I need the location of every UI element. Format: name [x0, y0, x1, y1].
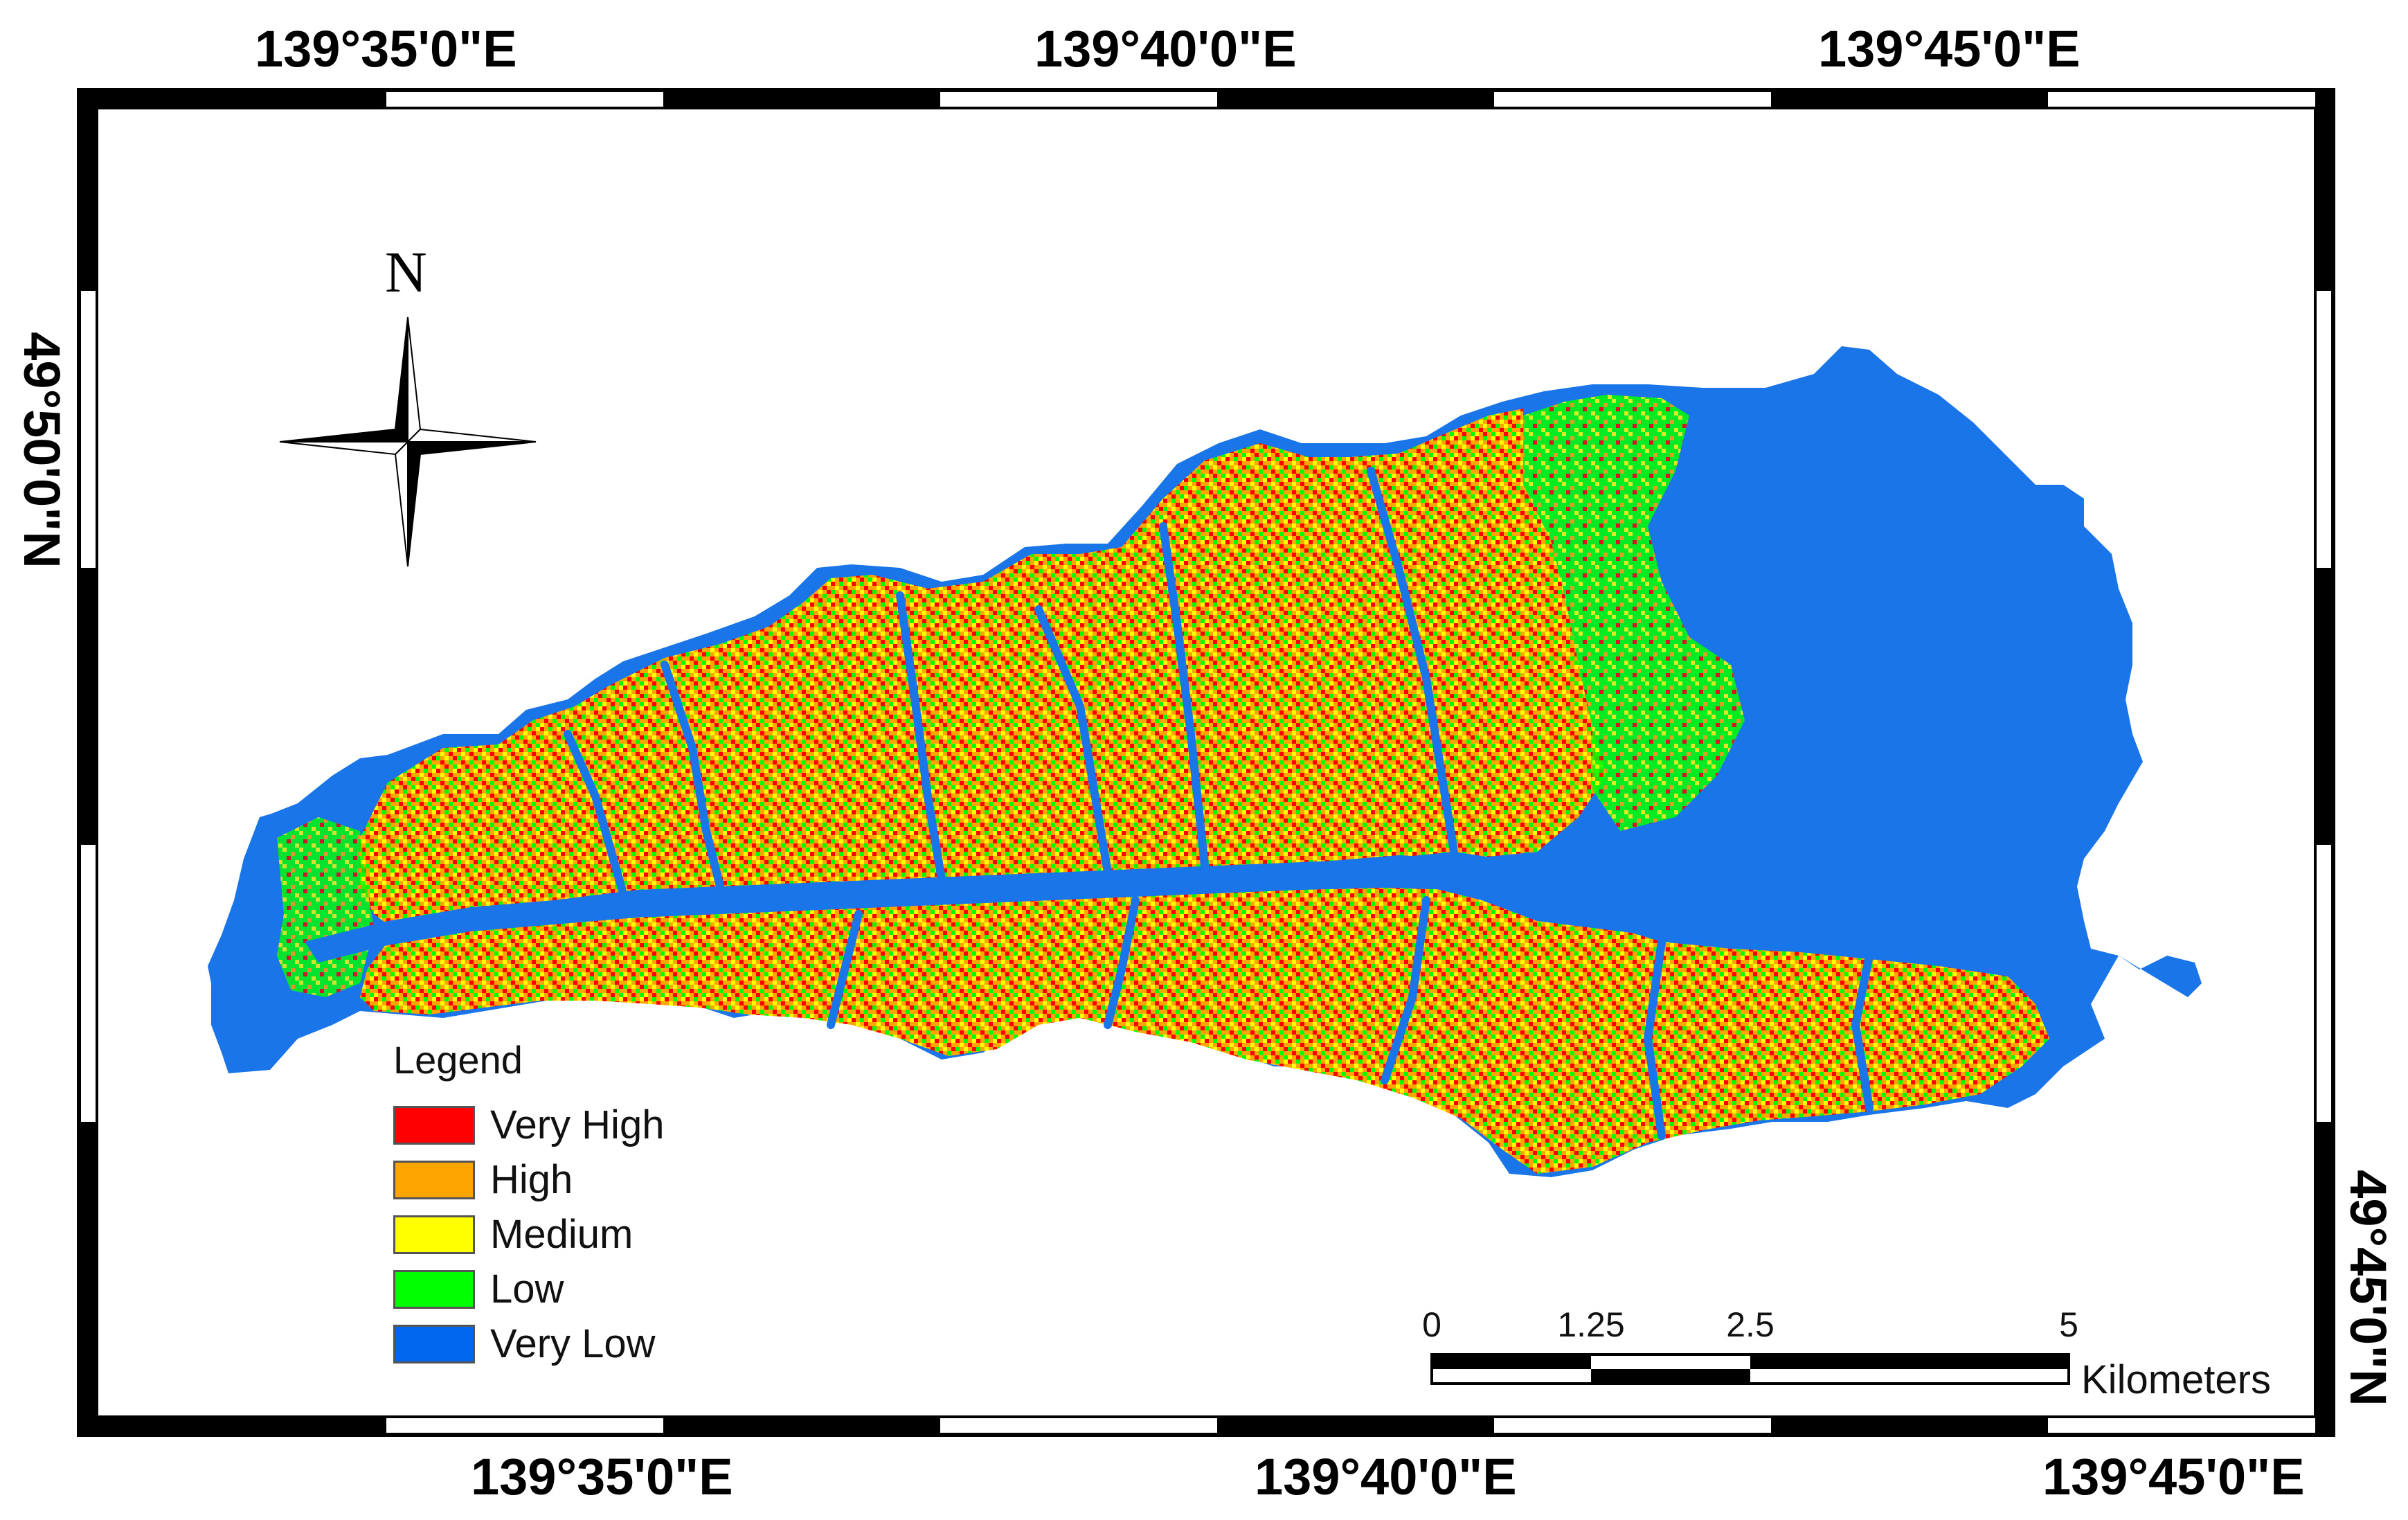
legend: Legend Very High High Medium Low Very Lo… — [393, 1041, 664, 1371]
scale-unit-label: Kilometers — [2081, 1357, 2271, 1402]
legend-item-very-low: Very Low — [393, 1316, 664, 1371]
right-latitude-label: 49°45'0"N — [2339, 1170, 2397, 1406]
bottom-longitude-label-2: 139°40'0"E — [1255, 1448, 1517, 1505]
legend-swatch-very-high — [393, 1105, 475, 1145]
watershed-raster — [208, 346, 2202, 1177]
legend-swatch-medium — [393, 1215, 475, 1254]
compass-rose-icon — [279, 316, 537, 567]
legend-item-medium: Medium — [393, 1207, 664, 1262]
tributary-channels — [564, 467, 1874, 1140]
scale-tick-0: 0 — [1422, 1305, 1441, 1344]
west-low-zone — [277, 817, 374, 997]
legend-item-very-high: Very High — [393, 1098, 664, 1152]
legend-swatch-very-low — [393, 1324, 475, 1363]
legend-label-low: Low — [490, 1266, 564, 1312]
legend-swatch-low — [393, 1269, 475, 1309]
top-longitude-label-1: 139°35'0"E — [255, 20, 517, 78]
top-longitude-label-2: 139°40'0"E — [1034, 20, 1297, 78]
bottom-longitude-label-3: 139°45'0"E — [2042, 1448, 2305, 1505]
bottom-longitude-label-1: 139°35'0"E — [471, 1448, 733, 1505]
frame-band-bottom — [79, 1417, 2333, 1435]
frame-band-right — [2315, 90, 2333, 1435]
frame-band-left — [79, 90, 97, 1435]
north-arrow-label: N — [385, 240, 427, 305]
legend-title: Legend — [393, 1038, 523, 1082]
northeast-low-zone — [1523, 395, 1745, 831]
legend-label-very-high: Very High — [490, 1102, 665, 1147]
left-latitude-label: 49°50'0"N — [13, 332, 71, 569]
scale-tick-2-5: 2.5 — [1726, 1305, 1774, 1344]
frame-band-top — [79, 90, 2333, 108]
scale-tick-1-25: 1.25 — [1557, 1305, 1625, 1344]
top-longitude-label-3: 139°45'0"E — [1818, 20, 2081, 78]
legend-label-very-low: Very Low — [490, 1321, 656, 1366]
south-mixed-zone — [360, 876, 2049, 1174]
legend-item-low: Low — [393, 1262, 664, 1316]
scale-bar — [1430, 1353, 2070, 1385]
legend-swatch-high — [393, 1160, 475, 1199]
scale-tick-5: 5 — [2059, 1305, 2078, 1344]
legend-item-high: High — [393, 1152, 664, 1207]
legend-label-high: High — [490, 1156, 573, 1202]
legend-label-medium: Medium — [490, 1211, 634, 1257]
north-mixed-zone — [360, 409, 1606, 935]
main-river-channel — [305, 852, 2008, 976]
